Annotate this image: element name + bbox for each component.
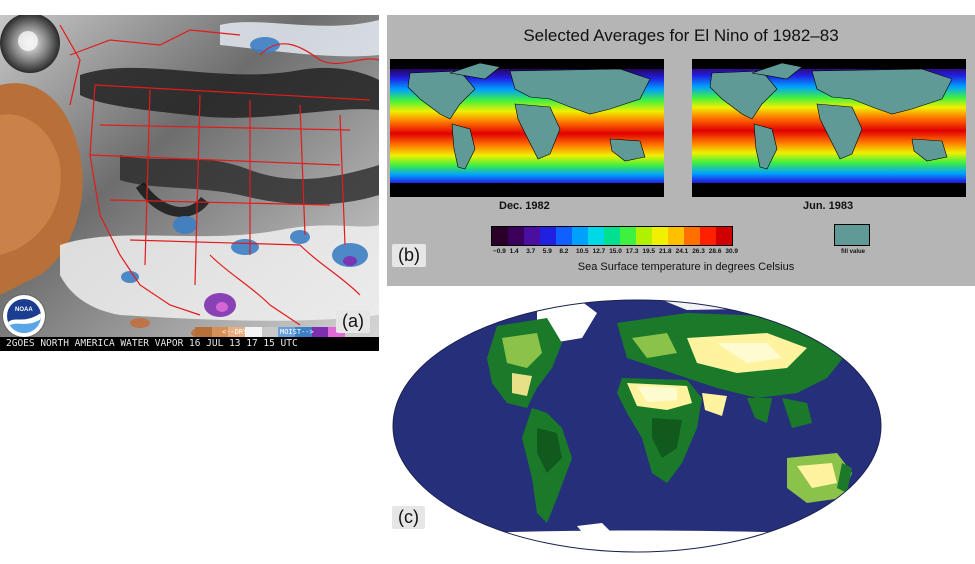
- colorbar-swatch: [588, 227, 604, 245]
- colorbar-tick-label: 12.7: [592, 248, 606, 255]
- colorbar-tick-label: 3.7: [526, 248, 536, 255]
- colorbar-swatch: [668, 227, 684, 245]
- map-left-label: Dec. 1982: [499, 200, 550, 212]
- fill-value-swatch: [834, 224, 870, 246]
- colorbar-swatch: [556, 227, 572, 245]
- colorbar-tick-label: −0.9: [493, 248, 506, 255]
- colorbar-swatch: [604, 227, 620, 245]
- scale-moist-label: MOIST-->: [280, 328, 314, 336]
- colorbar-tick-label: 28.6: [708, 248, 722, 255]
- colorbar-swatch: [636, 227, 652, 245]
- colorbar-tick-label: 10.5: [576, 248, 589, 255]
- colorbar-swatch: [492, 227, 508, 245]
- caption-prefix: 2: [6, 338, 12, 349]
- colorbar-swatch: [716, 227, 732, 245]
- panel-b-title: Selected Averages for El Nino of 1982–83: [523, 26, 839, 45]
- sst-map-dec-1982: [390, 59, 664, 197]
- colorbar-tick-label: 8.2: [559, 248, 569, 255]
- colorbar-tick-label: 26.3: [692, 248, 705, 255]
- colorbar-swatch: [540, 227, 556, 245]
- caption-text: GOES NORTH AMERICA WATER VAPOR 16 JUL 13…: [11, 338, 298, 349]
- scale-dry-label: <--DRY: [222, 328, 248, 336]
- colorbar-swatch: [620, 227, 636, 245]
- colorbar-swatch: [572, 227, 588, 245]
- colorbar-swatch: [524, 227, 540, 245]
- global-vegetation-map: [392, 299, 882, 553]
- panel-a-label: (a): [336, 310, 370, 333]
- colorbar-tick-label: 21.8: [659, 248, 672, 255]
- el-nino-panel: Selected Averages for El Nino of 1982–83: [387, 15, 975, 286]
- colorbar-tick-label: 24.1: [675, 248, 689, 255]
- map-right-label: Jun. 1983: [803, 200, 854, 212]
- colorbar-ticks: −0.9 1.4 3.7 5.9 8.2 10.5 12.7 15.0 17.3 19.5 21.8…: [483, 248, 823, 258]
- noaa-logo-text: NOAA: [15, 307, 33, 313]
- panel-b-label: (b): [392, 244, 426, 267]
- colorbar-tick-label: 15.0: [609, 248, 622, 255]
- colorbar-swatch: [700, 227, 716, 245]
- colorbar-tick-label: 5.9: [542, 248, 552, 255]
- colorbar-swatch: [508, 227, 524, 245]
- noaa-logo: NOAA: [3, 295, 45, 337]
- colorbar-swatch: [684, 227, 700, 245]
- dry-moist-scale: [195, 327, 346, 337]
- sst-map-jun-1983: [692, 59, 966, 197]
- colorbar-tick-label: 17.3: [625, 248, 639, 255]
- image-caption: 2GOES NORTH AMERICA WATER VAPOR 16 JUL 1…: [0, 337, 379, 351]
- sst-colorbar: [491, 226, 733, 246]
- colorbar-swatch: [652, 227, 668, 245]
- water-vapor-image: [0, 15, 379, 351]
- water-vapor-panel: <--DRY MOIST--> NOAA 2GOES NORTH AMERICA…: [0, 15, 379, 351]
- colorbar-tick-label: 19.5: [642, 248, 656, 255]
- panel-c-label: (c): [392, 506, 425, 529]
- colorbar-tick-label: 30.9: [725, 248, 739, 255]
- colorbar-tick-label: 1.4: [509, 248, 519, 255]
- colorbar-axis-label: Sea Surface temperature in degrees Celsi…: [577, 261, 795, 273]
- vegetation-panel: (c): [387, 298, 975, 559]
- fill-value-label: fill value: [841, 249, 866, 255]
